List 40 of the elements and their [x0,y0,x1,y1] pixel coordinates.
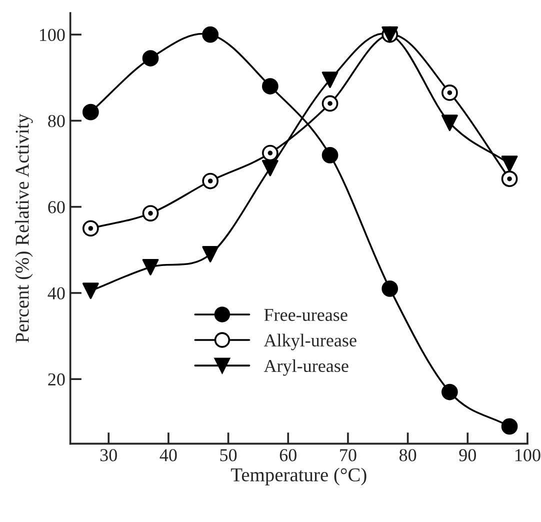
point [262,160,278,176]
x-tick-label: 40 [160,449,177,462]
point [501,170,518,188]
x-tick-label: 70 [340,449,356,462]
x-tick-label: 100 [516,449,540,462]
point [442,84,458,101]
point [202,246,219,262]
point [501,418,518,435]
legend-label: Aryl-urease [264,359,348,376]
point [501,156,518,172]
point [382,280,398,297]
point [82,104,99,120]
point [442,114,458,132]
point [142,258,159,276]
y-tick-label: 100 [40,28,65,42]
y-tick-label: 20 [48,373,65,386]
x-axis-title: Temperature (°C) [230,468,366,486]
point [442,384,458,400]
x-tick-label: 60 [280,449,296,462]
x-tick-label: 30 [100,449,117,462]
point [262,78,278,94]
point [82,220,99,237]
x-tick-label: 90 [459,449,476,462]
legend-label: Alkyl-urease [264,334,356,350]
point [82,282,99,300]
x-tick-label: 80 [399,449,416,462]
point [322,146,338,164]
point [142,205,159,222]
x-tick-label: 50 [220,449,237,462]
point [322,72,338,88]
y-tick-label: 60 [48,201,65,214]
legend-label: Free-urease [264,308,348,321]
point [322,95,338,112]
y-tick-label: 80 [48,114,65,128]
point [262,144,278,162]
y-tick-label: 40 [48,287,65,300]
point [142,50,159,66]
point [202,26,219,43]
point [202,172,219,190]
y-axis-title: Percent (%) Relative Activity [15,114,33,343]
